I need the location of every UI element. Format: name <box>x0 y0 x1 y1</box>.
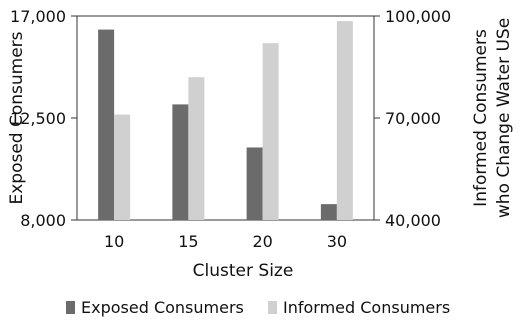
legend-swatch-informed <box>268 301 277 314</box>
x-tick-label: 10 <box>104 232 124 251</box>
legend-swatch-exposed <box>66 301 75 314</box>
x-axis-label: Cluster Size <box>193 261 294 281</box>
bar-exposed-30 <box>320 204 337 220</box>
right-tick-label: 70,000 <box>385 109 441 128</box>
x-tick-label: 15 <box>178 232 198 251</box>
left-axis: 8,000 12,500 17,000 <box>10 7 77 230</box>
right-axis: 40,000 70,000 100,000 <box>374 7 451 230</box>
right-axis-label-line-2: who Change Water USe <box>494 18 514 218</box>
x-tick-label: 20 <box>252 232 272 251</box>
bar-informed-30 <box>336 21 353 220</box>
left-tick-label: 12,500 <box>10 109 66 128</box>
legend: Exposed Consumers Informed Consumers <box>66 298 450 317</box>
legend-label-exposed: Exposed Consumers <box>81 298 244 317</box>
legend-label-informed: Informed Consumers <box>283 298 450 317</box>
x-axis: 10 15 20 30 <box>104 232 347 251</box>
bar-informed-15 <box>188 77 205 220</box>
bar-informed-10 <box>114 114 131 220</box>
bar-exposed-20 <box>246 147 263 220</box>
bar-exposed-15 <box>172 104 189 220</box>
left-tick-label: 17,000 <box>10 7 66 26</box>
bar-informed-20 <box>262 43 279 221</box>
bar-exposed-10 <box>98 29 115 220</box>
right-tick-label: 100,000 <box>385 7 451 26</box>
left-axis-label: Exposed Consumers <box>7 31 27 204</box>
bars-group <box>98 21 353 221</box>
left-tick-label: 8,000 <box>20 211 66 230</box>
x-tick-label: 30 <box>327 232 347 251</box>
right-tick-label: 40,000 <box>385 211 441 230</box>
right-axis-label-line-1: Informed Consumers <box>471 29 491 207</box>
